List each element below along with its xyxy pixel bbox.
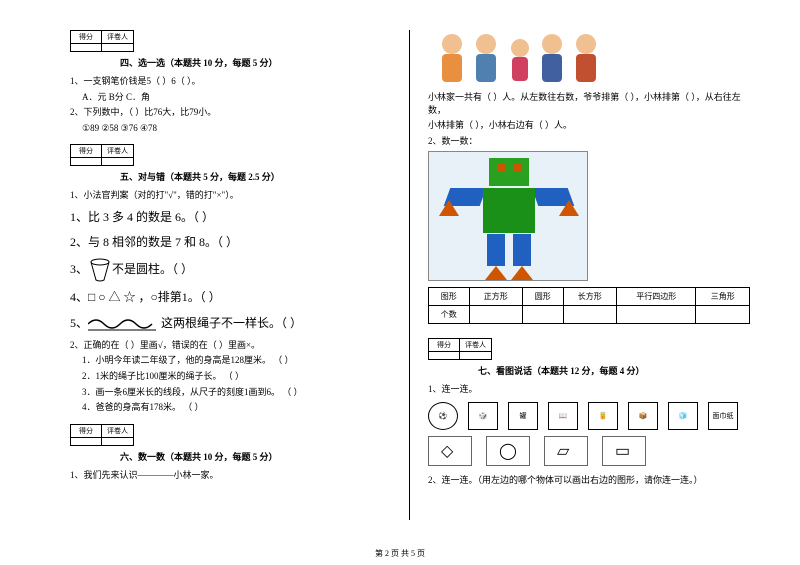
q5-2-4: 4．爸爸的身高有178米。 （ ） [82,401,391,414]
score-label: 得分 [71,31,101,44]
dice-icon: 🎲 [468,402,498,430]
sphere-solid: ◯ [486,436,530,466]
family-q1: 小林家一共有（ ）人。从左数往右数，爷爷排第（ ），小林排第（ ），从右往左数， [428,91,750,116]
solids-row: ◇ ◯ ▱ ▭ [428,436,750,466]
family-q2: 小林排第（ ），小林右边有（ ）人。 [428,119,750,132]
robot-figure [428,151,588,281]
table-row: 图形 正方形 圆形 长方形 平行四边形 三角形 [429,288,750,306]
left-column: 得分 评卷人 四、选一选（本题共 10 分，每题 5 分） 1、一支钢笔价钱是5… [60,30,410,520]
shapes-table: 图形 正方形 圆形 长方形 平行四边形 三角形 个数 [428,287,750,324]
table-row: 个数 [429,306,750,324]
th-rect: 长方形 [563,288,617,306]
can-icon: 罐 [508,402,538,430]
section-6-title: 六、数一数（本题共 10 分，每题 5 分） [120,450,391,463]
q5-big-1: 1、比 3 多 4 的数是 6。（ ） [70,208,391,227]
q4-1-options: A．元 B分 C．角 [82,91,391,104]
q6-1: 1、我们先来认识————小林一家。 [70,469,391,482]
page-footer: 第 2 页 共 5 页 [0,548,800,559]
q5-2-2: 2．1米的绳子比100厘米的绳子长。 （ ） [82,370,391,383]
cube-icon: 🧊 [668,402,698,430]
q5-big-5: 5、 这两根绳子不一样长。（ ） [70,314,391,333]
tissue-icon: 面巾纸 [708,402,738,430]
book-icon: 📖 [548,402,578,430]
box-icon: 📦 [628,402,658,430]
family-illustration [428,30,628,88]
q5-2: 2、正确的在（ ）里画√，错误的在（ ）里画×。 [70,339,391,352]
q6-2: 2、数一数： [428,135,750,148]
wave-icon [88,316,158,332]
q5-big-3: 3、不是圆柱。（ ） [70,258,391,282]
q4-2-options: ①89 ②58 ③76 ④78 [82,122,391,135]
jar-icon: 🥫 [588,402,618,430]
cylinder-solid: ▭ [602,436,646,466]
th-square: 正方形 [469,288,523,306]
q5-big-4: 4、□ ○ △ ☆ ，○排第1。（ ） [70,288,391,307]
q5-1: 1、小法官判案（对的打"√"，错的打"×"）。 [70,189,391,202]
q7-2: 2、连一连。（用左边的哪个物体可以画出右边的图形，请你连一连。） [428,474,750,487]
row-count-label: 个数 [429,306,470,324]
q4-1: 1、一支钢笔价钱是5（ ）6（ ）。 [70,75,391,88]
q5-2-1: 1．小明今年读二年级了，他的身高是128厘米。 （ ） [82,354,391,367]
q4-2: 2、下列数中，（ ）比76大，比79小。 [70,106,391,119]
grader-label: 评卷人 [102,31,133,44]
score-box-5: 得分 评卷人 [70,144,391,166]
cube-solid: ◇ [428,436,472,466]
score-box-7: 得分 评卷人 [428,338,750,360]
soccer-icon: ⚽ [428,402,458,430]
th-shape: 图形 [429,288,470,306]
objects-row: ⚽ 🎲 罐 📖 🥫 📦 🧊 面巾纸 [428,402,750,430]
q7-1: 1、连一连。 [428,383,750,396]
th-para: 平行四边形 [617,288,696,306]
q5-big-2: 2、与 8 相邻的数是 7 和 8。（ ） [70,233,391,252]
section-4-title: 四、选一选（本题共 10 分，每题 5 分） [120,56,391,69]
cone-icon [88,258,112,282]
right-column: 小林家一共有（ ）人。从左数往右数，爷爷排第（ ），小林排第（ ），从右往左数，… [410,30,760,520]
cuboid-solid: ▱ [544,436,588,466]
section-7-title: 七、看图说话（本题共 12 分，每题 4 分） [478,364,750,377]
th-tri: 三角形 [696,288,750,306]
section-5-title: 五、对与错（本题共 5 分，每题 2.5 分） [120,170,391,183]
q5-2-3: 3．画一条6厘米长的线段，从尺子的刻度1画到6。 （ ） [82,386,391,399]
score-box-4: 得分 评卷人 [70,30,391,52]
score-box-6: 得分 评卷人 [70,424,391,446]
th-circle: 圆形 [523,288,564,306]
